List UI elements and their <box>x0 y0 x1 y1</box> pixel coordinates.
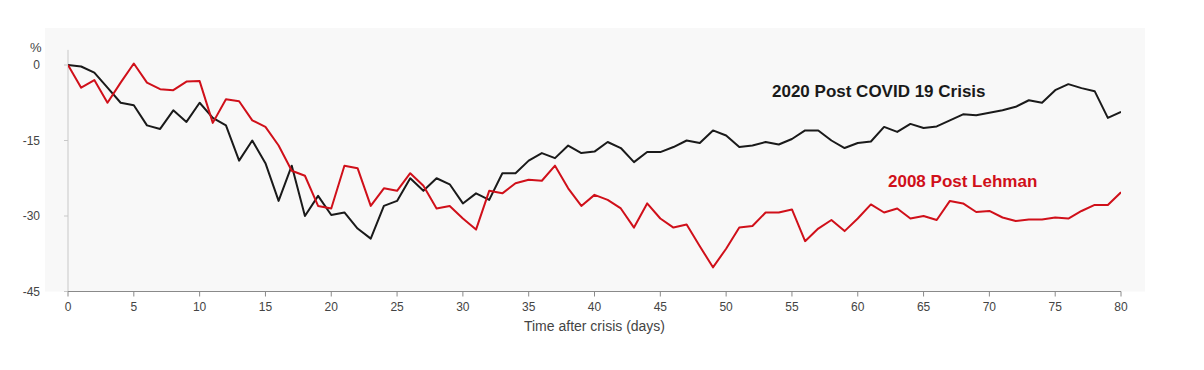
y-tick-label: -15 <box>23 134 41 148</box>
x-tick-label: 20 <box>325 300 339 314</box>
x-tick <box>726 292 727 297</box>
y-axis-line <box>68 50 69 292</box>
y-tick-label: -45 <box>23 285 41 299</box>
y-tick <box>64 65 68 66</box>
x-tick <box>462 292 463 297</box>
x-tick <box>1055 292 1056 297</box>
series-group <box>68 63 1121 267</box>
x-tick <box>199 292 200 297</box>
x-tick <box>331 292 332 297</box>
x-tick <box>528 292 529 297</box>
x-tick-label: 25 <box>390 300 404 314</box>
x-tick <box>791 292 792 297</box>
x-tick <box>594 292 595 297</box>
x-axis-title: Time after crisis (days) <box>524 318 665 334</box>
x-tick-label: 50 <box>719 300 733 314</box>
x-tick <box>397 292 398 297</box>
y-tick <box>64 140 68 141</box>
x-tick <box>660 292 661 297</box>
x-tick <box>133 292 134 297</box>
x-tick <box>923 292 924 297</box>
x-tick-label: 10 <box>193 300 207 314</box>
x-tick-label: 30 <box>456 300 470 314</box>
x-tick-label: 55 <box>785 300 799 314</box>
x-tick-label: 75 <box>1049 300 1063 314</box>
x-tick-label: 35 <box>522 300 536 314</box>
y-tick <box>64 291 68 292</box>
x-tick <box>265 292 266 297</box>
y-tick-label: -30 <box>23 209 41 223</box>
x-tick-label: 15 <box>259 300 273 314</box>
x-tick-label: 80 <box>1114 300 1128 314</box>
series-line <box>68 65 1121 239</box>
y-tick-label: 0 <box>33 58 40 72</box>
y-unit-label: % <box>30 40 42 55</box>
legend-label: 2008 Post Lehman <box>888 172 1037 191</box>
plot-background <box>45 28 1145 292</box>
legend-label: 2020 Post COVID 19 Crisis <box>772 82 986 101</box>
x-tick <box>68 292 69 297</box>
x-tick-label: 60 <box>851 300 865 314</box>
x-tick <box>989 292 990 297</box>
series-line <box>68 63 1121 267</box>
x-tick-label: 5 <box>130 300 137 314</box>
x-tick <box>857 292 858 297</box>
x-tick-label: 40 <box>588 300 602 314</box>
x-tick <box>1121 292 1122 297</box>
x-tick-label: 0 <box>65 300 72 314</box>
x-tick-label: 70 <box>983 300 997 314</box>
x-tick-label: 45 <box>654 300 668 314</box>
y-tick <box>64 216 68 217</box>
x-tick-label: 65 <box>917 300 931 314</box>
